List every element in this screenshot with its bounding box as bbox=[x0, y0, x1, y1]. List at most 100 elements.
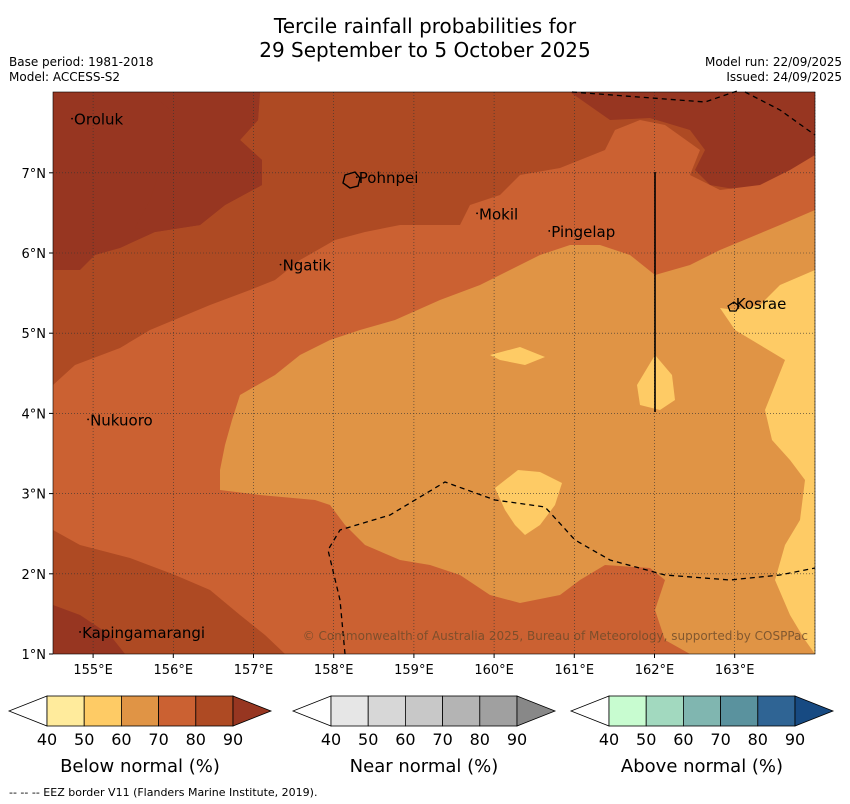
lon-tick-label: 159°E bbox=[394, 663, 434, 678]
place-marker bbox=[355, 176, 358, 179]
colorbar-tick-label: 50 bbox=[636, 730, 656, 749]
lat-tick-label: 3°N bbox=[22, 488, 47, 503]
colorbar-tick-label: 70 bbox=[432, 730, 452, 749]
colorbar-title: Near normal (%) bbox=[350, 756, 499, 777]
colorbar-segment bbox=[442, 695, 481, 727]
place-label-pingelap: Pingelap bbox=[551, 223, 615, 241]
colorbar-segment bbox=[330, 695, 369, 727]
place-marker bbox=[71, 117, 73, 120]
place-marker bbox=[87, 418, 89, 421]
longitude-tick-labels: 155°E 156°E 157°E 158°E 159°E 160°E 161°E 162°E… bbox=[73, 654, 754, 678]
colorbar-low-extend bbox=[569, 695, 610, 727]
probability-fills bbox=[53, 92, 815, 654]
map-title-line1: Tercile rainfall probabilities for bbox=[273, 14, 577, 38]
fill-below-90-plus bbox=[53, 92, 262, 654]
colorbar-high-extend bbox=[232, 695, 273, 727]
lat-tick-label: 7°N bbox=[22, 167, 47, 182]
colorbar-low-extend bbox=[291, 695, 332, 727]
colorbar-near: 40 50 60 70 80 90 Near normal (%) bbox=[291, 695, 557, 777]
colorbar-segment bbox=[158, 695, 197, 727]
place-marker bbox=[548, 230, 551, 232]
place-label-pohnpei: Pohnpei bbox=[359, 169, 419, 187]
colorbar-tick-label: 90 bbox=[507, 730, 527, 749]
colorbar-tick-label: 70 bbox=[710, 730, 730, 749]
base-period: Base period: 1981-2018 bbox=[9, 55, 154, 69]
colorbar-segment bbox=[720, 695, 759, 727]
colorbar-tick-label: 80 bbox=[748, 730, 768, 749]
colorbar-segment bbox=[479, 695, 518, 727]
place-marker bbox=[279, 263, 282, 266]
eez-border bbox=[327, 89, 816, 655]
place-label-oroluk: Oroluk bbox=[74, 111, 123, 129]
eez-footer-note: -- -- -- EEZ border V11 (Flanders Marine… bbox=[9, 786, 318, 799]
lon-tick-label: 160°E bbox=[474, 663, 514, 678]
colorbar-tick-label: 90 bbox=[785, 730, 805, 749]
eez-border-south bbox=[327, 481, 816, 655]
forecast-map: Oroluk Pohnpei Mokil Pingelap Ngatik Kosrae Nu… bbox=[22, 89, 816, 678]
colorbar-segment bbox=[645, 695, 684, 727]
colorbar-title: Above normal (%) bbox=[621, 756, 783, 777]
lat-tick-label: 1°N bbox=[22, 648, 47, 663]
place-marker bbox=[732, 302, 735, 305]
colorbar-tick-label: 40 bbox=[37, 730, 57, 749]
pohnpei-island-outline bbox=[342, 171, 361, 189]
latitude-tick-labels: 7°N 6°N 5°N 4°N 3°N 2°N 1°N bbox=[22, 167, 53, 663]
lat-tick-label: 2°N bbox=[22, 568, 47, 583]
colorbar-segment bbox=[608, 695, 647, 727]
fill-below-90-plus-b bbox=[135, 92, 262, 232]
place-labels: Oroluk Pohnpei Mokil Pingelap Ngatik Kosrae Nu… bbox=[71, 111, 786, 642]
colorbar-title: Below normal (%) bbox=[60, 756, 220, 777]
colorbar-segment bbox=[121, 695, 160, 727]
fill-below-60-70 bbox=[220, 210, 815, 654]
place-label-kosrae: Kosrae bbox=[736, 295, 787, 313]
colorbar-high-extend bbox=[516, 695, 557, 727]
place-label-ngatik: Ngatik bbox=[283, 257, 332, 275]
colorbar-segment bbox=[83, 695, 122, 727]
map-frame bbox=[52, 91, 816, 655]
map-title-line2: 29 September to 5 October 2025 bbox=[259, 38, 591, 62]
lon-tick-label: 155°E bbox=[73, 663, 113, 678]
colorbar-tick-label: 60 bbox=[395, 730, 415, 749]
model-name: Model: ACCESS-S2 bbox=[9, 70, 121, 84]
fill-below-50-60-blob1 bbox=[490, 347, 545, 365]
place-label-mokil: Mokil bbox=[479, 205, 518, 223]
place-marker bbox=[476, 212, 478, 215]
place-label-kapingamarangi: Kapingamarangi bbox=[82, 624, 205, 642]
lon-tick-label: 163°E bbox=[715, 663, 755, 678]
colorbar-tick-label: 90 bbox=[223, 730, 243, 749]
lat-tick-label: 5°N bbox=[22, 327, 47, 342]
lon-tick-label: 161°E bbox=[555, 663, 595, 678]
lon-tick-label: 156°E bbox=[154, 663, 194, 678]
fill-below-50-60-east bbox=[720, 270, 815, 654]
lat-tick-label: 6°N bbox=[22, 247, 47, 262]
colorbar-tick-label: 70 bbox=[148, 730, 168, 749]
colorbar-low-extend bbox=[7, 695, 48, 727]
issued-date: Issued: 24/09/2025 bbox=[726, 70, 842, 84]
eez-border-north bbox=[571, 89, 816, 136]
lon-tick-label: 158°E bbox=[314, 663, 354, 678]
colorbar-segment bbox=[367, 695, 406, 727]
fill-below-50-60-blob3 bbox=[495, 470, 562, 535]
colorbar-high-extend bbox=[794, 695, 835, 727]
colorbar-tick-label: 40 bbox=[321, 730, 341, 749]
copyright-text: © Commonwealth of Australia 2025, Bureau… bbox=[303, 629, 808, 643]
colorbar-segment bbox=[404, 695, 443, 727]
model-run: Model run: 22/09/2025 bbox=[704, 55, 842, 69]
colorbar-segment bbox=[683, 695, 722, 727]
colorbar-tick-label: 80 bbox=[186, 730, 206, 749]
colorbar-segment bbox=[46, 695, 85, 727]
place-marker bbox=[79, 631, 81, 633]
fill-below-50-60-blob2 bbox=[637, 355, 675, 410]
lat-tick-label: 4°N bbox=[22, 407, 47, 422]
place-label-nukuoro: Nukuoro bbox=[90, 411, 153, 429]
fill-below-90-plus-c bbox=[570, 92, 815, 190]
colorbar-tick-label: 80 bbox=[470, 730, 490, 749]
colorbar-tick-label: 60 bbox=[673, 730, 693, 749]
colorbar-segment bbox=[757, 695, 796, 727]
colorbar-tick-label: 50 bbox=[358, 730, 378, 749]
lon-tick-label: 157°E bbox=[234, 663, 274, 678]
colorbar-tick-label: 50 bbox=[74, 730, 94, 749]
